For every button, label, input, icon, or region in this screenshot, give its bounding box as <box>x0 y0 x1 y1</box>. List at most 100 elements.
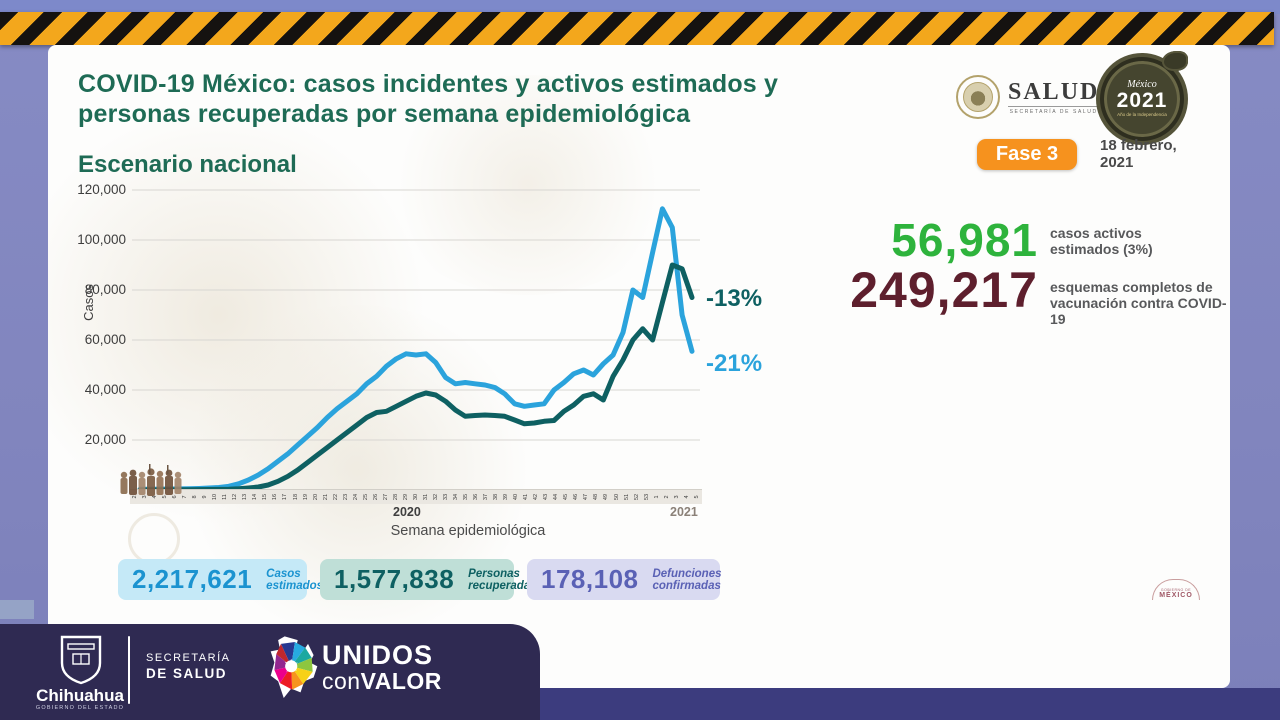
x-tick-label: 29 <box>402 493 409 501</box>
x-tick-label: 24 <box>352 493 359 501</box>
date-line1: 18 febrero, <box>1100 137 1177 154</box>
x-tick-label: 9 <box>202 495 209 499</box>
x-axis-tick-strip: 2 3 4 5 6 7 8 9 10 11 12 13 14 15 16 17 18 19 20 21 22 23 24 25… <box>130 489 702 504</box>
gobmx-line2: MÉXICO <box>1159 592 1193 599</box>
chihuahua-crest-icon <box>60 635 102 685</box>
total-deaths-value: 178,108 <box>541 564 639 594</box>
y-tick-label: 120,000 <box>77 182 126 197</box>
content-card: COVID-19 México: casos incidentes y acti… <box>48 45 1230 688</box>
salud-subtext: SECRETARÍA DE SALUD <box>1008 106 1100 115</box>
total-estimated-label-l1: Casos <box>266 567 301 580</box>
independence-figures-image <box>120 464 182 496</box>
x-tick-label: 51 <box>623 493 630 501</box>
caution-tape <box>0 12 1274 45</box>
x-tick-label: 1 <box>653 495 660 499</box>
x-tick-label: 45 <box>563 493 570 501</box>
x-tick-label: 36 <box>473 493 480 501</box>
active-cases-value: 56,981 <box>891 214 1038 266</box>
x-tick-label: 33 <box>442 493 449 501</box>
total-deaths: 178,108 Defunciones confirmadas <box>527 559 722 600</box>
x-tick-label: 50 <box>613 493 620 501</box>
total-estimated-label-l2: estimados <box>266 579 324 592</box>
series-line <box>137 206 695 492</box>
title-line2: personas recuperadas por semana epidemio… <box>78 100 691 128</box>
campaign-line2: conVALOR <box>322 669 442 693</box>
annotation-recovered-decline: -13% <box>706 285 763 312</box>
gobierno-mexico-watermark: GOBIERNO DE MÉXICO <box>1150 579 1202 600</box>
mexico-2021-logo: México 2021 Año de la Independencia <box>1100 51 1188 141</box>
x-tick-label: 39 <box>503 493 510 501</box>
gobmx-line1: GOBIERNO DE <box>1160 588 1192 592</box>
chihuahua-map-icon <box>270 636 318 698</box>
x-tick-label: 31 <box>422 493 429 501</box>
x-tick-label: 14 <box>252 493 259 501</box>
ministry-line2: DE SALUD <box>146 666 228 681</box>
x-tick-label: 28 <box>392 493 399 501</box>
title-line1: COVID-19 México: casos incidentes y acti… <box>78 70 779 98</box>
serpent-head-icon <box>1162 51 1188 71</box>
x-tick-label: 8 <box>192 495 199 499</box>
y-tick-label: 80,000 <box>84 282 126 297</box>
total-recovered-label: Personas recuperadas <box>468 568 536 592</box>
x-tick-label: 38 <box>493 493 500 501</box>
active-label-line1: casos activos <box>1050 225 1142 241</box>
chart-title: Escenario nacional <box>78 151 297 178</box>
x-tick-label: 13 <box>242 493 249 501</box>
x-tick-label: 23 <box>342 493 349 501</box>
totals-row: 2,217,621 Casos estimados 1,577,838 Pers… <box>118 559 722 600</box>
year-label-2020: 2020 <box>393 505 421 519</box>
x-tick-label: 44 <box>553 493 560 501</box>
x-tick-label: 37 <box>483 493 490 501</box>
x-tick-label: 32 <box>432 493 439 501</box>
x-tick-label: 16 <box>272 493 279 501</box>
date-label: 18 febrero, 2021 <box>1100 137 1177 171</box>
x-tick-label: 30 <box>412 493 419 501</box>
total-recovered-label-l2: recuperadas <box>468 579 537 592</box>
x-tick-label: 26 <box>372 493 379 501</box>
x-tick-label: 52 <box>633 493 640 501</box>
x-tick-label: 17 <box>282 493 289 501</box>
mx2021-name: México <box>1127 79 1157 90</box>
vaccination-label-line2: vacunación contra COVID-19 <box>1050 295 1227 327</box>
seal-watermark <box>128 513 180 565</box>
annotation-cases-decline: -21% <box>706 350 763 377</box>
total-deaths-label: Defunciones confirmadas <box>652 568 721 592</box>
mx2021-subtitle: Año de la Independencia <box>1117 112 1167 117</box>
x-tick-label: 47 <box>583 493 590 501</box>
active-label-line2: estimados (3%) <box>1050 241 1153 257</box>
ministry-line1: SECRETARÍA <box>146 652 231 664</box>
campaign-wordmark: UNIDOS conVALOR <box>322 642 442 694</box>
ministry-label: SECRETARÍA DE SALUD <box>146 652 230 681</box>
salud-logo: SALUD SECRETARÍA DE SALUD <box>956 75 1100 119</box>
x-tick-label: 3 <box>673 495 680 499</box>
x-tick-label: 18 <box>292 493 299 501</box>
footer-bar: Chihuahua GOBIERNO DEL ESTADO SECRETARÍA… <box>0 624 540 720</box>
campaign-valor: VALOR <box>360 668 442 694</box>
total-estimated-label: Casos estimados <box>266 568 323 592</box>
x-tick-label: 40 <box>513 493 520 501</box>
x-tick-label: 43 <box>543 493 550 501</box>
total-recovered-value: 1,577,838 <box>334 564 455 594</box>
top-strip <box>0 0 1280 14</box>
year-label-2021: 2021 <box>670 505 698 519</box>
x-tick-label: 46 <box>573 493 580 501</box>
x-tick-label: 48 <box>593 493 600 501</box>
campaign-con: con <box>322 668 361 694</box>
y-tick-label: 20,000 <box>84 432 126 447</box>
total-deaths-label-l1: Defunciones <box>652 567 722 580</box>
total-estimated-cases: 2,217,621 Casos estimados <box>118 559 323 600</box>
footer-divider <box>128 636 130 704</box>
line-chart <box>132 189 700 493</box>
x-tick-label: 15 <box>262 493 269 501</box>
page-title: COVID-19 México: casos incidentes y acti… <box>78 69 958 129</box>
salud-wordmark: SALUD <box>1008 79 1100 105</box>
phase-badge: Fase 3 <box>977 139 1077 170</box>
vaccination-label: esquemas completos de vacunación contra … <box>1050 279 1230 327</box>
mx2021-year: 2021 <box>1116 89 1168 112</box>
y-tick-label: 40,000 <box>84 382 126 397</box>
x-tick-label: 12 <box>232 493 239 501</box>
x-tick-label: 27 <box>382 493 389 501</box>
x-tick-label: 42 <box>533 493 540 501</box>
x-tick-label: 49 <box>603 493 610 501</box>
